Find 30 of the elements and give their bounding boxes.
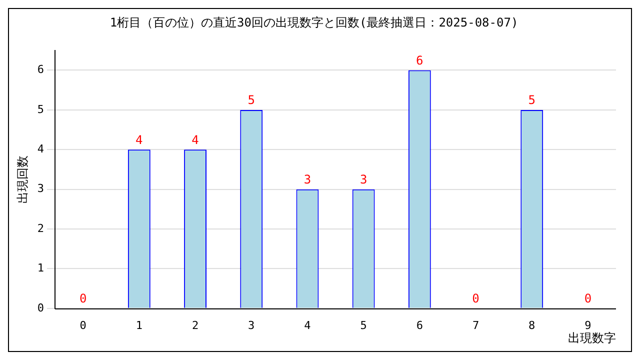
x-axis-title: 出現数字 [568, 330, 616, 345]
y-tick-label: 4 [37, 142, 44, 156]
x-tick-label: 2 [192, 318, 199, 332]
chart-title: 1桁目（百の位）の直近30回の出現数字と回数(最終抽選日：2025-08-07) [110, 15, 518, 30]
x-tick-label: 4 [304, 318, 312, 332]
y-tick-label: 5 [37, 102, 44, 116]
data-label: 0 [79, 292, 87, 306]
y-tick-label: 6 [37, 63, 44, 76]
data-label: 5 [248, 93, 255, 108]
y-tick-label: 2 [37, 222, 44, 235]
data-label: 3 [304, 172, 312, 186]
x-tick-label: 7 [472, 318, 480, 332]
data-label: 0 [584, 292, 592, 306]
x-tick-label: 9 [584, 318, 592, 332]
x-tick-label: 8 [528, 318, 536, 332]
x-tick-label: 6 [416, 318, 423, 332]
data-label: 5 [528, 93, 536, 108]
y-tick-label: 3 [37, 182, 44, 196]
x-tick-label: 5 [360, 318, 367, 332]
data-label: 0 [472, 292, 480, 306]
data-label: 4 [136, 132, 143, 147]
y-tick-label: 1 [37, 262, 44, 275]
data-label: 3 [360, 172, 368, 186]
data-label: 4 [192, 132, 199, 147]
y-axis-title: 出現回数 [15, 155, 30, 204]
x-tick-label: 1 [136, 318, 142, 332]
x-tick-label: 0 [80, 318, 86, 332]
x-tick-label: 3 [248, 318, 255, 332]
data-label: 6 [416, 53, 424, 68]
y-tick-label: 0 [37, 301, 44, 314]
